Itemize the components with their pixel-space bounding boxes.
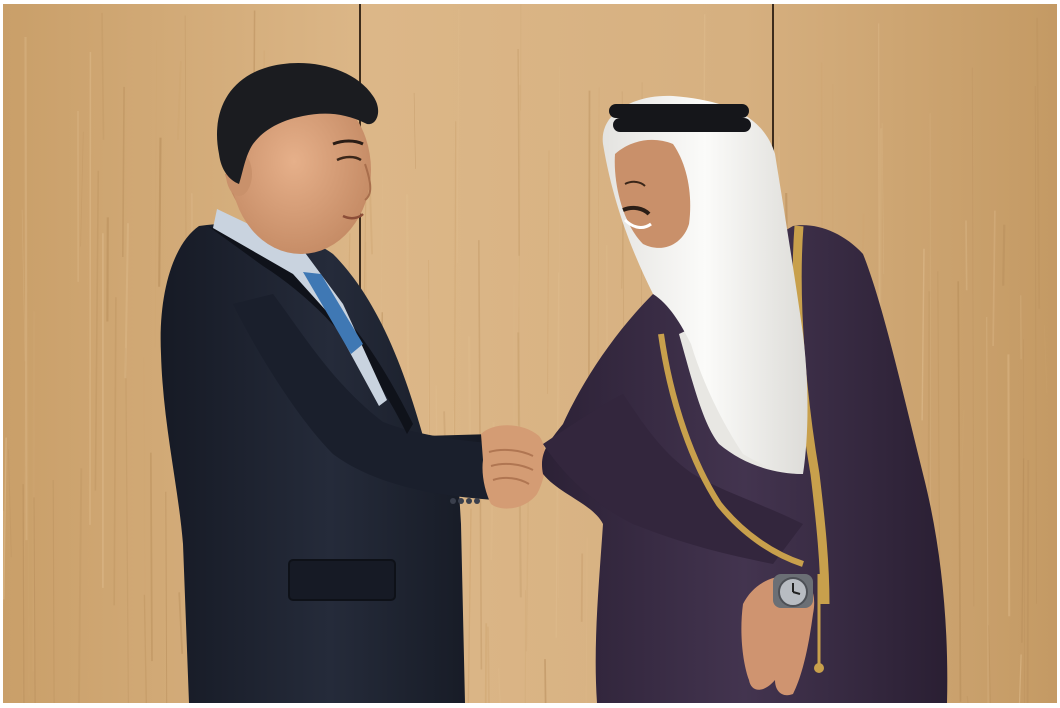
eyebrow [332,139,364,146]
suit-sleeve [233,294,499,500]
hands-clasped [481,425,546,509]
eye-right-man [624,180,646,187]
bisht-robe [541,225,948,703]
smile [623,218,652,229]
shirt-collar [213,209,387,406]
mustache [622,205,651,216]
agal-headband [609,104,751,132]
man-in-bisht [541,95,948,703]
handshake-photo-illustration [3,4,1057,703]
handshake [481,425,546,509]
hair [216,63,379,185]
cuff-buttons [450,498,480,504]
suit-jacket [160,223,501,703]
gold-trim-right [792,225,830,605]
tassel [814,663,824,673]
gold-trim-left [658,333,804,567]
face-right-man [614,139,691,248]
eye [336,155,362,162]
photo [3,4,1057,703]
mouth [342,213,364,220]
man-in-suit [160,63,501,703]
nose [364,163,372,201]
suit-pocket [288,559,396,601]
wristwatch [773,574,813,608]
necktie [303,272,363,354]
